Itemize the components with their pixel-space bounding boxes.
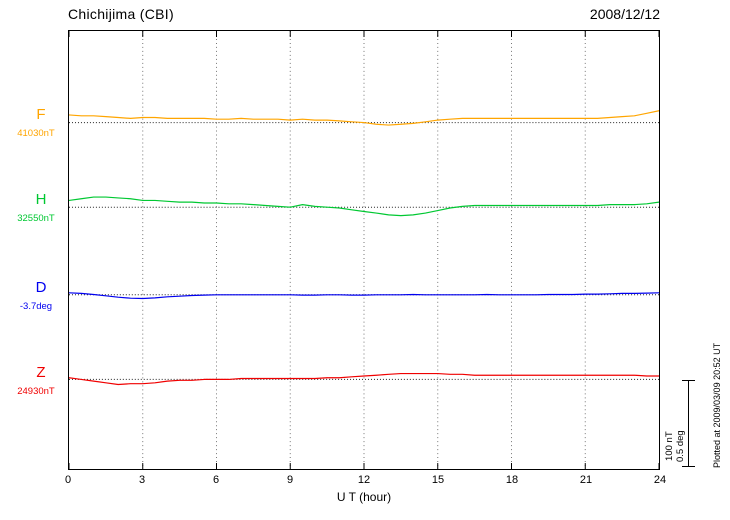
x-tick-label-12: 12 xyxy=(357,474,371,486)
x-tick-label-3: 3 xyxy=(138,474,146,486)
scale-bar-label-deg: 0.5 deg xyxy=(675,430,686,462)
series-letter-Z: Z xyxy=(36,364,46,381)
plot-area xyxy=(68,30,660,470)
trace-Z xyxy=(69,372,659,386)
scale-bar-line xyxy=(688,380,689,467)
plotted-at-note: Plotted at 2009/03/09 20:52 UT xyxy=(712,342,722,468)
page-date: 2008/12/12 xyxy=(589,6,660,22)
page-title: Chichijima (CBI) xyxy=(68,6,174,22)
scale-bar-bottom-cap xyxy=(682,466,695,467)
series-value-H: 32550nT xyxy=(17,213,55,224)
x-tick-label-0: 0 xyxy=(64,474,72,486)
series-label-column: F 41030nT H 32550nT D -3.7deg Z 24930nT xyxy=(0,0,68,520)
magnetogram-plot xyxy=(69,31,659,469)
trace-D xyxy=(69,292,659,300)
series-value-D: -3.7deg xyxy=(19,301,53,312)
scale-bar-label-nt: 100 nT xyxy=(664,431,675,461)
scale-bar-labels: 100 nT 0.5 deg xyxy=(664,430,686,462)
series-letter-D: D xyxy=(35,279,47,296)
x-tick-label-21: 21 xyxy=(579,474,593,486)
series-value-Z: 24930nT xyxy=(17,386,55,397)
x-tick-label-24: 24 xyxy=(653,474,667,486)
trace-H xyxy=(69,196,659,217)
x-tick-label-9: 9 xyxy=(286,474,294,486)
x-tick-label-6: 6 xyxy=(212,474,220,486)
series-value-F: 41030nT xyxy=(17,128,55,139)
x-axis-label: U T (hour) xyxy=(336,490,392,504)
x-tick-label-18: 18 xyxy=(505,474,519,486)
trace-F xyxy=(69,110,659,126)
series-letter-F: F xyxy=(36,106,46,123)
x-tick-label-15: 15 xyxy=(431,474,445,486)
series-letter-H: H xyxy=(35,191,47,208)
scale-bar-top-cap xyxy=(682,380,695,381)
x-axis-ticks: 0 3 6 9 12 15 18 21 24 xyxy=(0,474,730,488)
